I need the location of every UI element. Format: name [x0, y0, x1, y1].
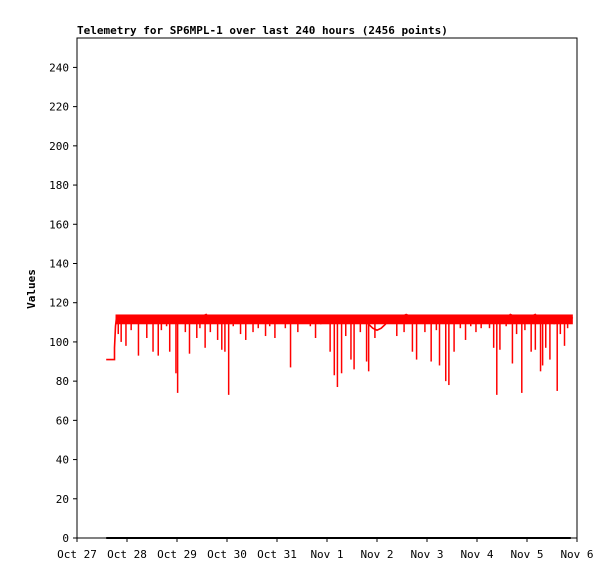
- y-tick-label: 80: [56, 375, 69, 388]
- series-0: [106, 313, 574, 395]
- y-tick-label: 0: [62, 532, 69, 545]
- y-tick-label: 160: [49, 218, 69, 231]
- y-axis-label: Values: [25, 269, 38, 309]
- series-layer: [106, 313, 574, 539]
- y-axis-ticks: 0 20 40 60 80 100 120 140 160 180 200 220 240: [49, 61, 77, 545]
- chart-title: Telemetry for SP6MPL-1 over last 240 hou…: [77, 24, 448, 37]
- series-noise-band: [115, 314, 573, 325]
- x-tick-label: Nov 1: [310, 548, 343, 561]
- y-tick-label: 60: [56, 414, 69, 427]
- x-tick-label: Oct 27: [57, 548, 97, 561]
- y-tick-label: 100: [49, 336, 69, 349]
- y-tick-label: 200: [49, 140, 69, 153]
- y-tick-label: 220: [49, 101, 69, 114]
- y-tick-label: 120: [49, 297, 69, 310]
- x-tick-label: Nov 2: [360, 548, 393, 561]
- x-tick-label: Nov 6: [560, 548, 593, 561]
- x-tick-label: Oct 31: [257, 548, 297, 561]
- x-tick-label: Oct 29: [157, 548, 197, 561]
- y-tick-label: 140: [49, 257, 69, 270]
- x-tick-label: Nov 3: [410, 548, 443, 561]
- x-tick-label: Nov 5: [510, 548, 543, 561]
- y-tick-label: 240: [49, 61, 69, 74]
- y-tick-label: 40: [56, 454, 69, 467]
- x-tick-label: Oct 28: [107, 548, 147, 561]
- y-tick-label: 180: [49, 179, 69, 192]
- x-axis-ticks: Oct 27 Oct 28 Oct 29 Oct 30 Oct 31 Nov 1 Nov 2…: [57, 538, 594, 561]
- x-tick-label: Oct 30: [207, 548, 247, 561]
- plot-area-frame: [76, 37, 578, 539]
- x-tick-label: Nov 4: [460, 548, 493, 561]
- y-tick-label: 20: [56, 493, 69, 506]
- series-line: [106, 313, 574, 361]
